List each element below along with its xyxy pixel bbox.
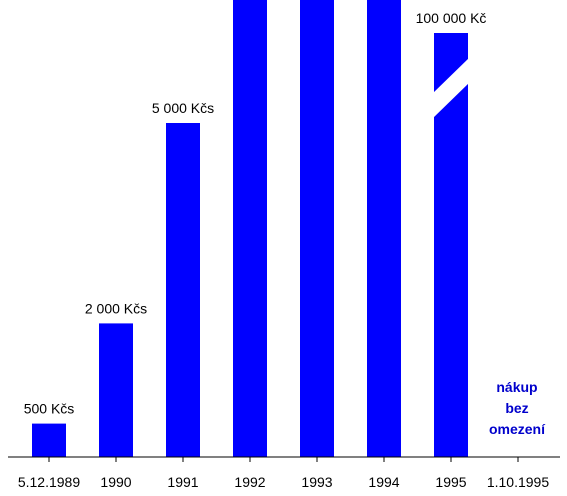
- axis-break-mark: [432, 57, 470, 119]
- x-ticks-group: [48, 457, 519, 462]
- axis-break-group: [432, 57, 470, 119]
- annotation-line-3: omezení: [489, 421, 546, 437]
- x-tick-label: 1.10.1995: [487, 474, 549, 490]
- annotation-line-2: bez: [505, 400, 528, 416]
- x-tick-label: 5.12.1989: [18, 474, 80, 490]
- x-tick-label: 1990: [100, 474, 131, 490]
- annotation-line-1: nákup: [496, 379, 537, 395]
- x-tick-label: 1995: [435, 474, 466, 490]
- x-tick-label: 1992: [234, 474, 265, 490]
- bar: [166, 123, 200, 457]
- bar: [367, 0, 401, 457]
- x-tick-label: 1991: [167, 474, 198, 490]
- bar-value-label: 100 000 Kč: [416, 10, 487, 26]
- bar: [32, 423, 66, 457]
- bar-value-label: 5 000 Kčs: [152, 100, 214, 116]
- x-tick-labels-group: 5.12.1989 1990 1991 1992 1993 1994 1995 1.10.19…: [18, 474, 549, 490]
- bar: [300, 0, 334, 457]
- x-tick-label: 1994: [368, 474, 399, 490]
- bar-value-label: 500 Kčs: [24, 401, 75, 417]
- bars-group: [32, 0, 468, 457]
- bar: [233, 0, 267, 457]
- bar-value-label: 2 000 Kčs: [85, 300, 147, 316]
- x-tick-label: 1993: [301, 474, 332, 490]
- bar: [99, 323, 133, 457]
